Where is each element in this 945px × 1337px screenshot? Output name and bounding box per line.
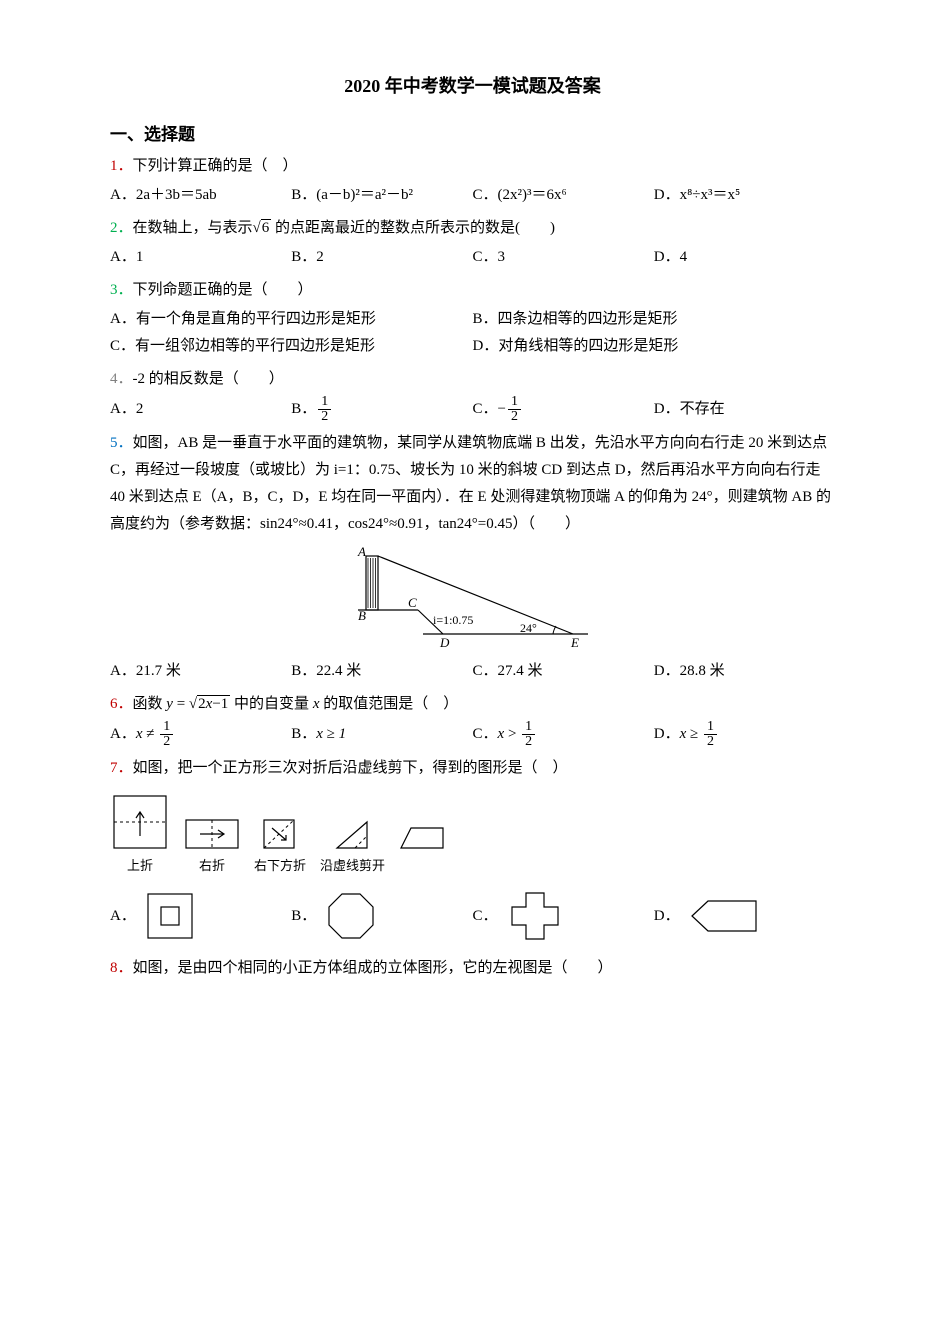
fold-result-icon (399, 824, 449, 852)
q2-number: 2． (110, 220, 133, 236)
question-7: 7．如图，把一个正方形三次对折后沿虚线剪下，得到的图形是（ ） 上折 右折 (110, 755, 835, 945)
q5-options: A．21.7 米 B．22.4 米 C．27.4 米 D．28.8 米 (110, 658, 835, 685)
q2-stem: 2．在数轴上，与表示6 的点距离最近的整数点所表示的数是( ) (110, 215, 835, 242)
svg-text:A: A (357, 544, 366, 559)
fold-cut-icon (333, 818, 373, 852)
q3-opt-a: A．有一个角是直角的平行四边形是矩形 (110, 306, 473, 333)
q1-stem: 1．下列计算正确的是（ ） (110, 153, 835, 180)
q5-opt-a: A．21.7 米 (110, 658, 291, 685)
question-1: 1．下列计算正确的是（ ） A．2a＋3b＝5ab B．(a－b)²＝a²－b²… (110, 153, 835, 209)
q4-opt-c: C．−12 (473, 395, 654, 424)
svg-text:B: B (358, 608, 366, 623)
q4-opt-b: B．12 (291, 395, 472, 424)
q3-stem: 3．下列命题正确的是（ ） (110, 277, 835, 304)
shape-cross-icon (506, 887, 564, 945)
svg-text:E: E (570, 635, 579, 650)
q7-fold-sequence: 上折 右折 右下方折 沿虚线剪开 (110, 792, 835, 877)
question-2: 2．在数轴上，与表示6 的点距离最近的整数点所表示的数是( ) A．1 B．2 … (110, 215, 835, 271)
fold-step-1: 上折 (110, 792, 170, 877)
section-1-head: 一、选择题 (110, 120, 835, 151)
q2-opt-d: D．4 (654, 244, 835, 271)
question-3: 3．下列命题正确的是（ ） A．有一个角是直角的平行四边形是矩形 B．四条边相等… (110, 277, 835, 360)
q3-opt-c: C．有一组邻边相等的平行四边形是矩形 (110, 333, 473, 360)
q3-options: A．有一个角是直角的平行四边形是矩形 B．四条边相等的四边形是矩形 C．有一组邻… (110, 306, 835, 360)
frac-half-d-icon: 12 (704, 720, 717, 749)
q7-number: 7． (110, 760, 133, 776)
q7-opt-c: C． (473, 887, 654, 945)
q1-opt-b: B．(a－b)²＝a²－b² (291, 182, 472, 209)
q5-figure: A B C i=1:0.75 24° D E (110, 544, 835, 654)
shape-arrow-icon (688, 897, 760, 935)
frac-half-c-icon: 12 (522, 720, 535, 749)
q8-number: 8． (110, 960, 133, 976)
q5-number: 5． (110, 435, 133, 451)
q6-stem: 6．函数 y = 2x−1 中的自变量 x 的取值范围是（ ） (110, 691, 835, 718)
fold-up-icon (110, 792, 170, 852)
q5-opt-b: B．22.4 米 (291, 658, 472, 685)
fold-step-2: 右折 (184, 818, 240, 877)
sqrt-2x-1-icon: 2x−1 (189, 691, 230, 718)
q4-opt-d: D．不存在 (654, 396, 835, 423)
q7-stem: 7．如图，把一个正方形三次对折后沿虚线剪下，得到的图形是（ ） (110, 755, 835, 782)
fold-result (399, 824, 449, 877)
q6-opt-b: B．x ≥ 1 (291, 721, 472, 748)
q3-opt-d: D．对角线相等的四边形是矩形 (473, 333, 836, 360)
q5-opt-c: C．27.4 米 (473, 658, 654, 685)
question-5: 5．如图，AB 是一垂直于水平面的建筑物，某同学从建筑物底端 B 出发，先沿水平… (110, 430, 835, 685)
fold-diag-icon (262, 818, 298, 852)
shape-octagon-icon (324, 889, 378, 943)
q1-opt-c: C．(2x²)³＝6x⁶ (473, 182, 654, 209)
svg-text:C: C (408, 595, 417, 610)
page-title: 2020 年中考数学一模试题及答案 (110, 70, 835, 102)
q6-number: 6． (110, 696, 133, 712)
question-4: 4．-2 的相反数是（ ） A．2 B．12 C．−12 D．不存在 (110, 366, 835, 424)
q1-opt-a: A．2a＋3b＝5ab (110, 182, 291, 209)
question-6: 6．函数 y = 2x−1 中的自变量 x 的取值范围是（ ） A．x ≠ 12… (110, 691, 835, 749)
svg-text:24°: 24° (520, 621, 537, 635)
q5-stem: 5．如图，AB 是一垂直于水平面的建筑物，某同学从建筑物底端 B 出发，先沿水平… (110, 430, 835, 538)
shape-square-hole-icon (144, 890, 196, 942)
svg-text:D: D (439, 635, 450, 650)
q1-number: 1． (110, 158, 133, 174)
question-8: 8．如图，是由四个相同的小正方体组成的立体图形，它的左视图是（ ） (110, 955, 835, 982)
q5-diagram-icon: A B C i=1:0.75 24° D E (348, 544, 598, 654)
q4-options: A．2 B．12 C．−12 D．不存在 (110, 395, 835, 424)
q3-opt-b: B．四条边相等的四边形是矩形 (473, 306, 836, 333)
q3-number: 3． (110, 282, 133, 298)
q7-opt-d: D． (654, 897, 835, 935)
frac-half-a-icon: 12 (160, 720, 173, 749)
q2-opt-a: A．1 (110, 244, 291, 271)
svg-text:i=1:0.75: i=1:0.75 (433, 613, 473, 627)
q6-opt-d: D．x ≥ 12 (654, 720, 835, 749)
q1-opt-d: D．x⁸÷x³＝x⁵ (654, 182, 835, 209)
q1-options: A．2a＋3b＝5ab B．(a－b)²＝a²－b² C．(2x²)³＝6x⁶ … (110, 182, 835, 209)
q2-opt-c: C．3 (473, 244, 654, 271)
sqrt-6-icon: 6 (253, 215, 272, 242)
q6-opt-c: C．x > 12 (473, 720, 654, 749)
fold-right-icon (184, 818, 240, 852)
fold-step-3: 右下方折 (254, 818, 306, 877)
q4-stem: 4．-2 的相反数是（ ） (110, 366, 835, 393)
q7-opt-a: A． (110, 890, 291, 942)
q7-opt-b: B． (291, 889, 472, 943)
q2-opt-b: B．2 (291, 244, 472, 271)
frac-neg-half-icon: 12 (508, 395, 521, 424)
q6-opt-a: A．x ≠ 12 (110, 720, 291, 749)
q6-options: A．x ≠ 12 B．x ≥ 1 C．x > 12 D．x ≥ 12 (110, 720, 835, 749)
q2-options: A．1 B．2 C．3 D．4 (110, 244, 835, 271)
q8-stem: 8．如图，是由四个相同的小正方体组成的立体图形，它的左视图是（ ） (110, 955, 835, 982)
q4-opt-a: A．2 (110, 396, 291, 423)
q4-number: 4． (110, 371, 133, 387)
frac-half-icon: 12 (318, 395, 331, 424)
q5-opt-d: D．28.8 米 (654, 658, 835, 685)
fold-step-4: 沿虚线剪开 (320, 818, 385, 877)
q7-options: A． B． C． D． (110, 887, 835, 945)
